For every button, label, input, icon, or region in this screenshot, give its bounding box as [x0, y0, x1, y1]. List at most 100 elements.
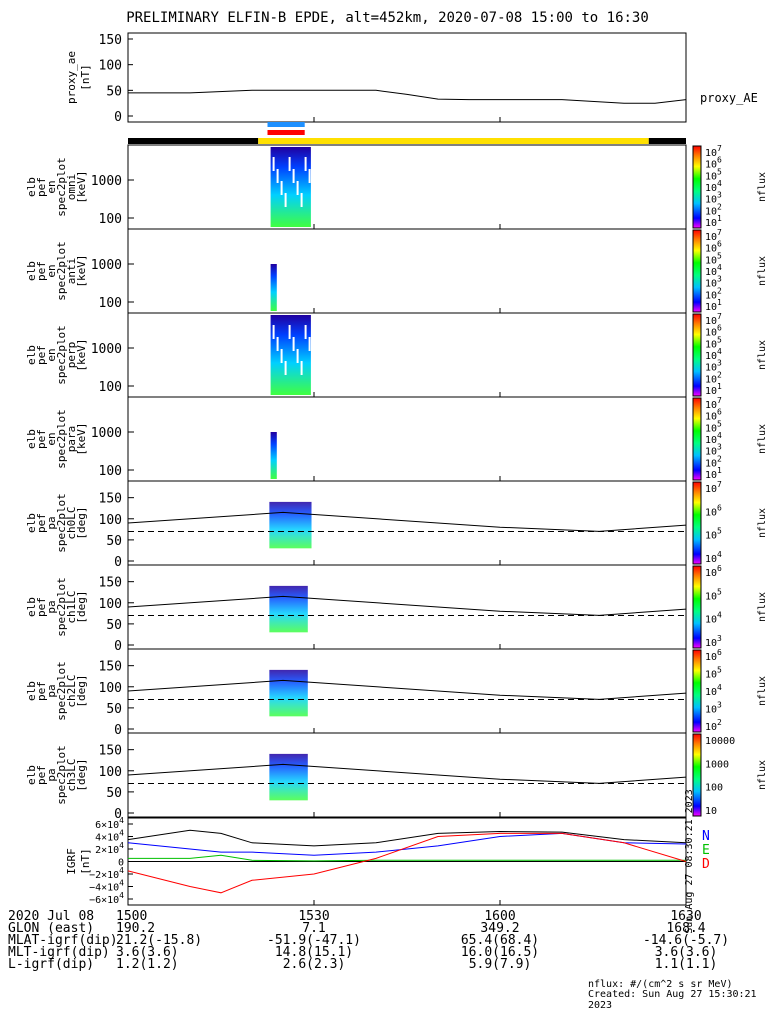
panel-ylabel: pef: [35, 765, 48, 785]
colorbar-tick-label: 106: [705, 564, 722, 579]
colorbar-tick-label: 102: [705, 454, 722, 469]
spectrogram-gap: [276, 337, 279, 351]
colorbar-tick-label: 104: [705, 550, 722, 565]
panel-ylabel: pef: [35, 261, 48, 281]
colorbar: [692, 481, 702, 565]
panel-ylabel: spec2plot: [55, 745, 68, 805]
panel-ylabel: pef: [35, 177, 48, 197]
spectrogram-gap: [280, 181, 283, 195]
colorbar-tick-label: 104: [705, 611, 722, 626]
panel-ylabel: [keV]: [75, 254, 88, 287]
igrf-ytick-label: 6×104: [95, 816, 124, 831]
energy-ytick-label: 1000: [91, 342, 122, 357]
xaxis-row-value: 3.6(3.6): [655, 945, 718, 960]
colorbar-tick-label: 102: [705, 718, 722, 733]
spectrogram-gap: [280, 349, 283, 363]
xaxis-row-value: 190.2: [116, 921, 155, 936]
igrf-ylabel: [nT]: [79, 848, 92, 875]
shadow-bar-right: [648, 138, 686, 144]
panel-ylabel: pa: [45, 600, 58, 613]
panel-ylabel: spec2plot: [55, 325, 68, 385]
panel-ylabel: spec2plot: [55, 409, 68, 469]
colorbar-tick-label: 105: [705, 251, 722, 266]
colorbar-label: nflux: [757, 592, 768, 622]
panel-ylabel: anti: [65, 258, 78, 285]
xaxis-row-value: 1.2(1.2): [116, 957, 179, 972]
energy-spectrogram: [270, 315, 311, 395]
colorbar-label: nflux: [757, 340, 768, 370]
colorbar-tick-label: 102: [705, 286, 722, 301]
spectrogram-gap: [292, 169, 295, 183]
xaxis-row-value: 1600: [484, 909, 515, 924]
panel-ylabel: ch1LC: [65, 590, 78, 623]
colorbar-tick-label: 105: [705, 587, 722, 602]
colorbar-label: nflux: [757, 676, 768, 706]
energy-ytick-label: 100: [99, 464, 122, 479]
xaxis-row-value: -51.9(-47.1): [267, 933, 361, 948]
colorbar: [692, 733, 702, 817]
colorbar-label: nflux: [757, 424, 768, 454]
energy-panel-frame: [127, 228, 687, 314]
colorbar-tick-label: 1000: [705, 759, 729, 770]
energy-ytick-label: 1000: [91, 426, 122, 441]
panel-ylabel: elb: [25, 597, 38, 617]
colorbar-tick-label: 106: [705, 324, 722, 339]
panel-ylabel: pef: [35, 345, 48, 365]
pa-ytick-label: 100: [99, 513, 122, 528]
colorbar-tick-label: 102: [705, 202, 722, 217]
pa-panel-frame: [127, 648, 687, 734]
panel-ylabel: para: [65, 426, 78, 453]
pa-ytick-label: 0: [114, 555, 122, 570]
panel-ylabel: [deg]: [75, 506, 88, 539]
igrf-e-line: [128, 854, 686, 862]
ae-ylabel: [nT]: [79, 64, 92, 91]
colorbar-tick-label: 101: [705, 298, 722, 313]
pa-ytick-label: 150: [99, 660, 122, 675]
igrf-ylabel: IGRF: [65, 848, 78, 875]
panel-ylabel: spec2plot: [55, 577, 68, 637]
energy-panel-frame: [127, 312, 687, 398]
pa-spectrogram: [269, 501, 312, 549]
panel-ylabel: ch2LC: [65, 674, 78, 707]
pa-ytick-label: 50: [106, 534, 122, 549]
colorbar-tick-label: 107: [705, 396, 722, 411]
panel-ylabel: spec2plot: [55, 661, 68, 721]
colorbar-tick-label: 101: [705, 382, 722, 397]
panel-ylabel: spec2plot: [55, 157, 68, 217]
page-title: PRELIMINARY ELFIN-B EPDE, alt=452km, 202…: [126, 10, 649, 26]
xaxis-row-value: 2.6(2.3): [283, 957, 346, 972]
colorbar-tick-label: 103: [705, 359, 722, 374]
pa-spectrogram: [269, 669, 308, 717]
colorbar-tick-label: 106: [705, 408, 722, 423]
panel-ylabel: elb: [25, 177, 38, 197]
loss-cone-line: [127, 763, 687, 784]
colorbar-tick-label: 104: [705, 431, 722, 446]
xaxis-row-label: 2020 Jul 08: [8, 909, 94, 924]
panel-ylabel: [deg]: [75, 674, 88, 707]
igrf-legend-n: N: [702, 829, 710, 844]
colorbar: [692, 397, 702, 481]
shadow-bar-left: [128, 138, 259, 144]
panel-ylabel: pef: [35, 597, 48, 617]
colorbar-tick-label: 104: [705, 263, 722, 278]
colorbar-tick-label: 102: [705, 370, 722, 385]
energy-panel-frame: [127, 396, 687, 482]
energy-ytick-label: 100: [99, 296, 122, 311]
colorbar: [692, 313, 702, 397]
xaxis-row-value: 1500: [116, 909, 147, 924]
panel-ylabel: [deg]: [75, 758, 88, 791]
colorbar-label: nflux: [757, 508, 768, 538]
xaxis-row-value: 65.4(68.4): [461, 933, 539, 948]
igrf-ytick-label: 0: [118, 858, 124, 869]
xaxis-row-value: 1630: [670, 909, 701, 924]
pa-ytick-label: 50: [106, 618, 122, 633]
energy-panel-frame: [127, 144, 687, 230]
colorbar: [692, 229, 702, 313]
science-zone-red-bar: [267, 130, 305, 135]
panel-ylabel: spec2plot: [55, 241, 68, 301]
spectrogram-gap: [304, 157, 307, 171]
colorbar-tick-label: 105: [705, 419, 722, 434]
xaxis-row-label: MLT-igrf(dip): [8, 945, 110, 960]
xaxis-row-value: 5.9(7.9): [469, 957, 532, 972]
spectrogram-gap: [276, 169, 279, 183]
